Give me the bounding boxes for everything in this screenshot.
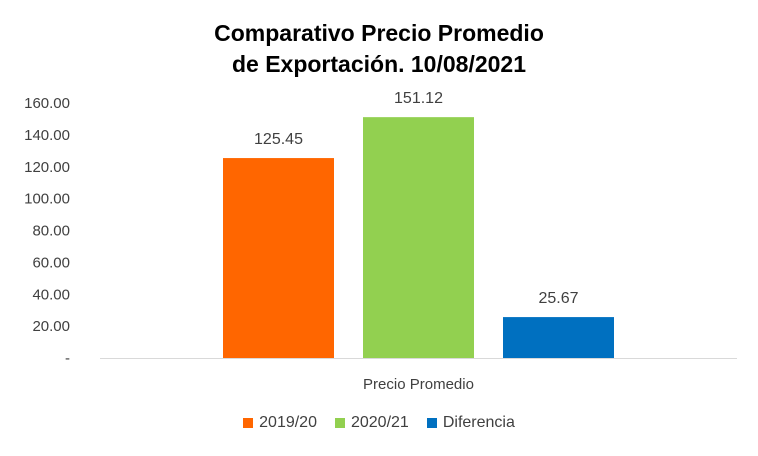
legend-swatch-2020-21 xyxy=(334,418,345,428)
y-tick-label: 120.00 xyxy=(24,159,70,176)
y-tick-label: 100.00 xyxy=(24,191,70,208)
legend: 2019/20 2020/21 Diferencia xyxy=(0,414,758,432)
y-tick-label: 40.00 xyxy=(32,286,70,303)
y-tick-label: 20.00 xyxy=(32,318,70,335)
legend-item-2020-21: 2020/21 xyxy=(334,414,409,432)
bar-2020-21 xyxy=(363,117,474,358)
bar-chart: - 20.00 40.00 60.00 80.00 100.00 120.00 140.00 1… xyxy=(24,90,737,393)
chart-title-line-2: de Exportación. 10/08/2021 xyxy=(231,51,527,77)
legend-item-2019-20: 2019/20 xyxy=(243,414,317,432)
chart-title-line-1: Comparativo Precio Promedio xyxy=(214,20,544,46)
legend-label-2020-21: 2020/21 xyxy=(350,414,409,431)
y-tick-label: - xyxy=(65,350,70,367)
y-tick-label: 140.00 xyxy=(24,127,70,144)
data-label: 151.12 xyxy=(394,90,443,107)
legend-swatch-2019-20 xyxy=(243,418,254,428)
data-label: 25.67 xyxy=(538,290,578,307)
chart-title: Comparativo Precio Promedio de Exportaci… xyxy=(0,18,758,80)
bar-diferencia xyxy=(503,317,614,358)
legend-item-diferencia: Diferencia xyxy=(426,414,515,432)
legend-label-diferencia: Diferencia xyxy=(442,414,515,431)
legend-swatch-diferencia xyxy=(426,418,437,428)
y-tick-label: 80.00 xyxy=(32,223,70,240)
y-tick-label: 60.00 xyxy=(32,254,70,271)
bar-2019-20 xyxy=(223,158,334,358)
y-tick-label: 160.00 xyxy=(24,95,70,112)
legend-label-2019-20: 2019/20 xyxy=(259,414,317,431)
data-label: 125.45 xyxy=(254,131,303,148)
x-category-label: Precio Promedio xyxy=(363,376,474,393)
